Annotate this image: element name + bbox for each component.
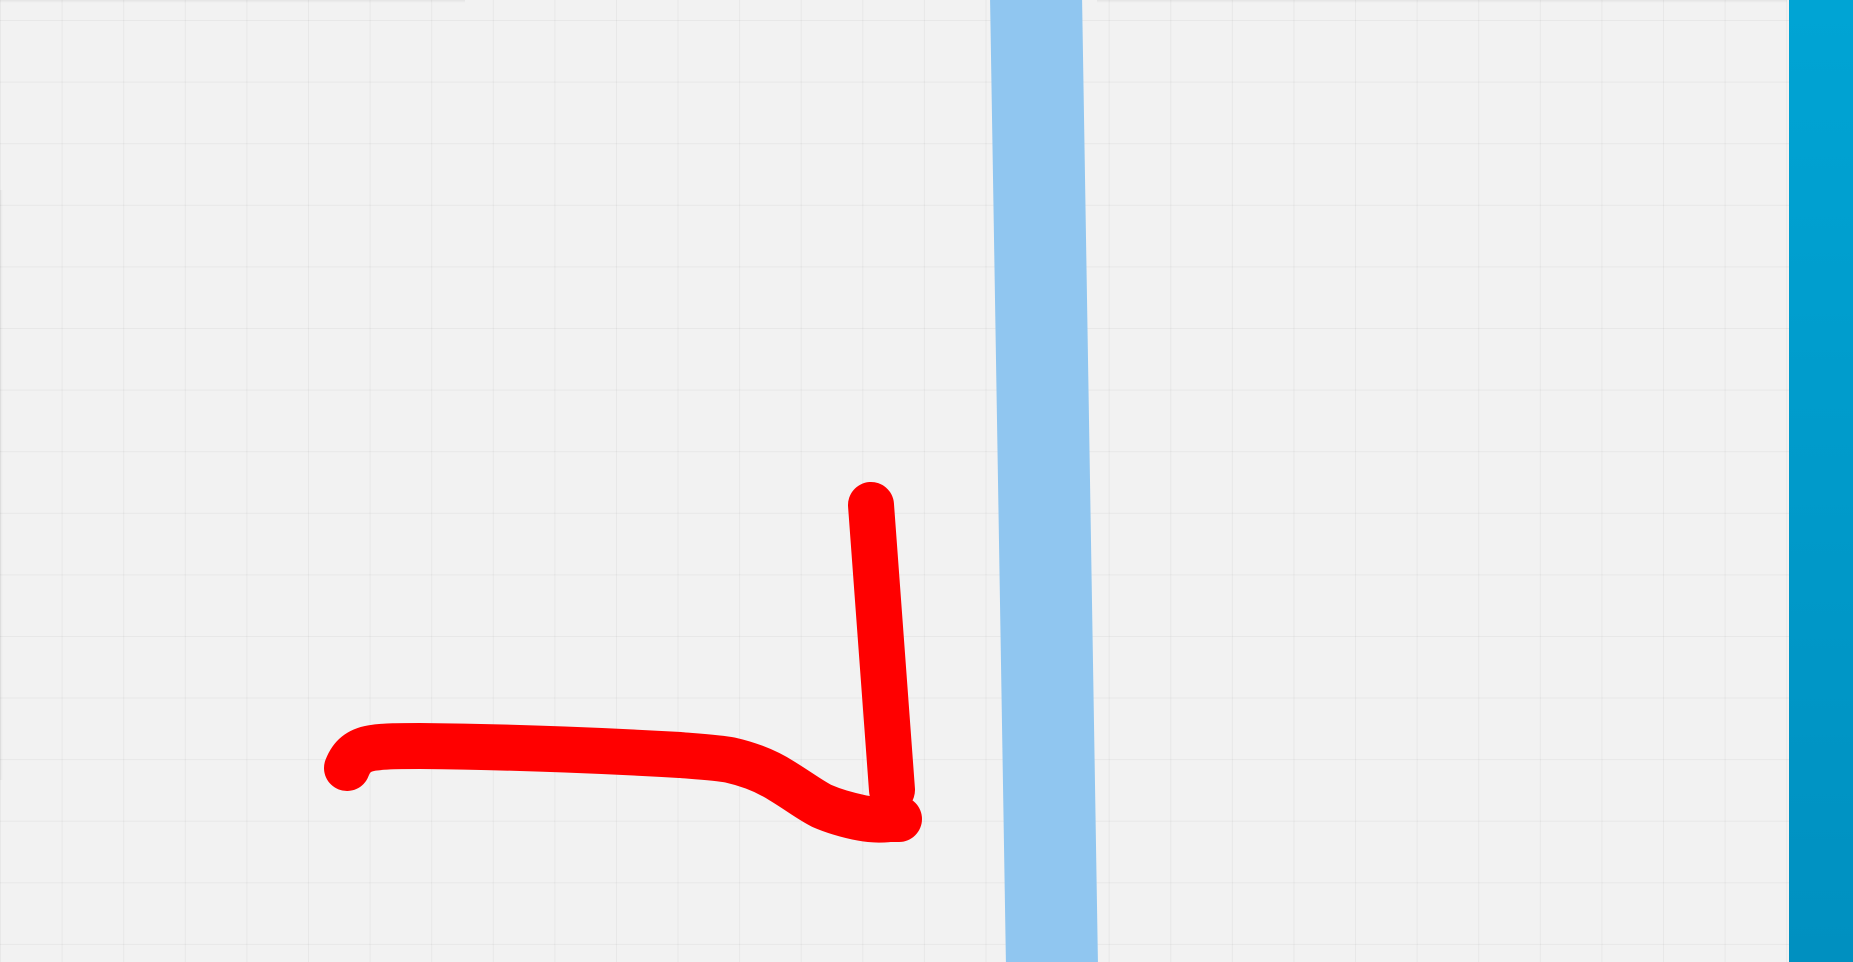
side-panel[interactable] (1789, 0, 1853, 962)
blue-highlighter-stroke[interactable] (990, 0, 1098, 962)
left-panel-edge (0, 190, 3, 780)
toolbar-shadow-right (1097, 0, 1787, 3)
toolbar-shadow-left (0, 0, 465, 3)
red-pen-stroke[interactable] (324, 482, 922, 843)
